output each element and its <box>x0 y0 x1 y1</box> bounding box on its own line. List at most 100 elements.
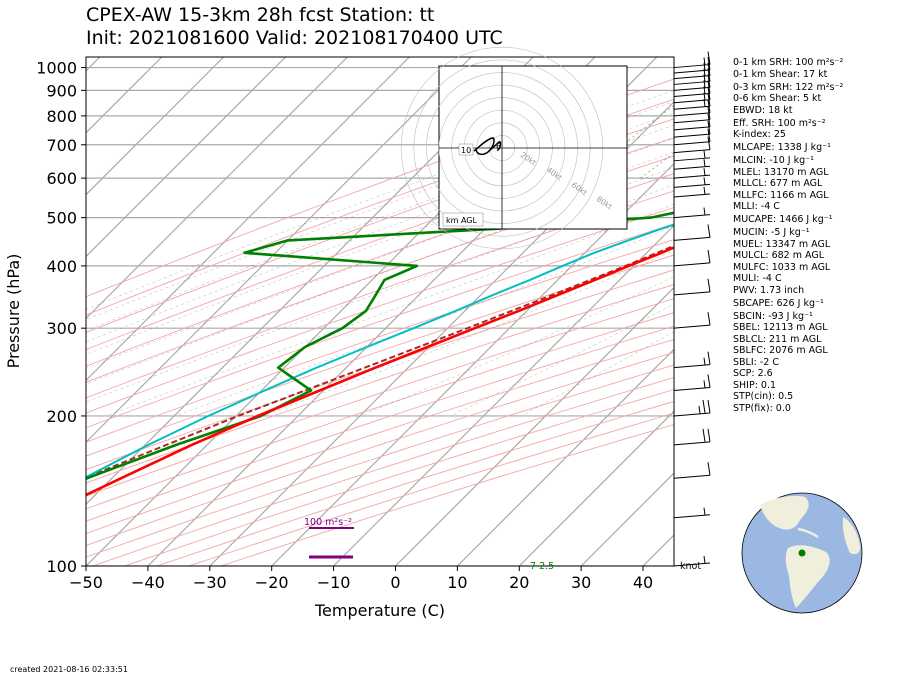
wind-barb <box>673 224 711 241</box>
barb-staff <box>673 386 711 391</box>
index-line: SBLFC: 2076 m AGL <box>733 345 828 356</box>
barb-flag <box>707 113 711 127</box>
dry-adiabat <box>86 351 674 546</box>
isotherm <box>456 348 674 566</box>
index-line: MULFC: 1033 m AGL <box>733 261 831 273</box>
wind-barb <box>673 168 711 179</box>
barb-staff <box>673 183 711 188</box>
wind-barb <box>673 207 711 219</box>
station-marker <box>798 549 806 557</box>
isotherm <box>518 410 674 566</box>
wind-barb <box>673 186 711 198</box>
dry-adiabat <box>86 98 674 316</box>
wind-barb <box>673 113 711 131</box>
barb-staff <box>673 412 711 417</box>
index-line: MLCAPE: 1338 J kg⁻¹ <box>733 142 831 153</box>
wind-barb <box>673 128 711 146</box>
barb-staff <box>673 441 711 446</box>
barb-staff <box>673 165 711 170</box>
parcel-trace <box>86 244 674 479</box>
chart-title-line1: CPEX-AW 15-3km 28h fcst Station: tt <box>86 4 435 26</box>
barb-flag <box>707 224 711 238</box>
mixing-ratio-line <box>838 57 906 178</box>
barb-flag <box>702 399 706 414</box>
barb-staff <box>673 105 711 110</box>
isotherm <box>86 57 348 320</box>
wetbulb-profile <box>86 223 674 479</box>
barb-half-flag <box>703 80 706 88</box>
barb-flag <box>707 136 711 150</box>
dry-adiabat <box>86 173 674 383</box>
x-tick-label: 40 <box>633 573 653 592</box>
barb-flag <box>707 428 711 442</box>
barb-half-flag <box>703 207 706 216</box>
barb-half-flag <box>703 507 706 516</box>
barb-half-flag <box>703 357 706 366</box>
barb-flag <box>707 68 711 82</box>
y-tick-label: 700 <box>46 136 77 155</box>
barb-flag <box>707 121 711 135</box>
barb-staff <box>673 214 711 219</box>
moist-adiabat <box>86 151 674 369</box>
barb-half-flag <box>703 74 706 82</box>
x-tick-label: −50 <box>69 573 103 592</box>
dry-adiabat <box>86 325 674 522</box>
moist-adiabat <box>86 101 674 321</box>
barb-flag <box>707 278 711 292</box>
barb-staff <box>673 112 711 117</box>
index-line: MLLCL: 677 m AGL <box>733 178 823 189</box>
x-tick-label: −10 <box>317 573 351 592</box>
isotherm <box>86 57 286 258</box>
moist-adiabat <box>86 124 674 343</box>
index-line: SCP: 2.6 <box>733 368 773 379</box>
barb-half-flag <box>703 62 706 71</box>
y-tick-label: 900 <box>46 81 77 100</box>
stability-indices-panel: 0-1 km SRH: 100 m²s⁻² 0-1 km Shear: 17 kt… <box>733 57 843 414</box>
dry-adiabat <box>86 190 674 399</box>
barb-half-flag <box>703 159 706 167</box>
y-tick-label: 1000 <box>36 59 77 78</box>
barb-half-flag <box>703 380 706 388</box>
barb-flag <box>707 99 711 113</box>
landmass-north-america <box>760 495 809 530</box>
index-line: STP(cin): 0.5 <box>733 391 794 402</box>
barb-flag <box>707 462 711 476</box>
index-line: MLEL: 13170 m AGL <box>733 166 829 178</box>
index-line: MUEL: 13347 m AGL <box>733 238 831 250</box>
wind-barb <box>673 136 711 154</box>
index-line: PWV: 1.73 inch <box>733 284 805 296</box>
barb-flag <box>707 128 711 142</box>
barb-half-flag <box>703 150 706 159</box>
barb-flag <box>707 312 711 326</box>
barb-flag <box>707 51 711 65</box>
barb-flag <box>707 56 711 71</box>
wind-barb <box>673 374 711 391</box>
x-tick-label: −40 <box>131 573 165 592</box>
temperature-profile <box>86 246 674 497</box>
created-timestamp: created 2021-08-16 02:33:51 <box>10 665 128 674</box>
index-line: SBCAPE: 626 J kg⁻¹ <box>733 297 824 309</box>
mixing-ratio-line <box>579 104 674 179</box>
isotherm <box>86 57 410 382</box>
wind-barb <box>673 351 711 369</box>
barb-staff <box>673 141 711 146</box>
hodograph-trace <box>473 137 502 156</box>
isotherm <box>86 57 472 444</box>
barb-flag <box>707 106 711 120</box>
barb-flag <box>707 80 711 94</box>
index-line: MULI: -4 C <box>733 273 782 284</box>
barb-half-flag <box>703 92 706 101</box>
y-tick-label: 600 <box>46 169 77 188</box>
barb-half-flag <box>703 555 706 564</box>
barb-staff <box>673 236 711 241</box>
chart-title-line2: Init: 2021081600 Valid: 202108170400 UTC <box>86 27 503 49</box>
x-tick-label: 30 <box>571 573 591 592</box>
wind-barb <box>673 121 711 138</box>
barb-staff <box>673 193 711 198</box>
wind-barb <box>673 555 711 567</box>
location-globe <box>741 492 863 614</box>
index-line: EBWD: 18 kt <box>733 104 793 116</box>
barb-half-flag <box>703 177 706 185</box>
landmass-south-america <box>785 545 830 608</box>
y-tick-label: 300 <box>46 319 77 338</box>
